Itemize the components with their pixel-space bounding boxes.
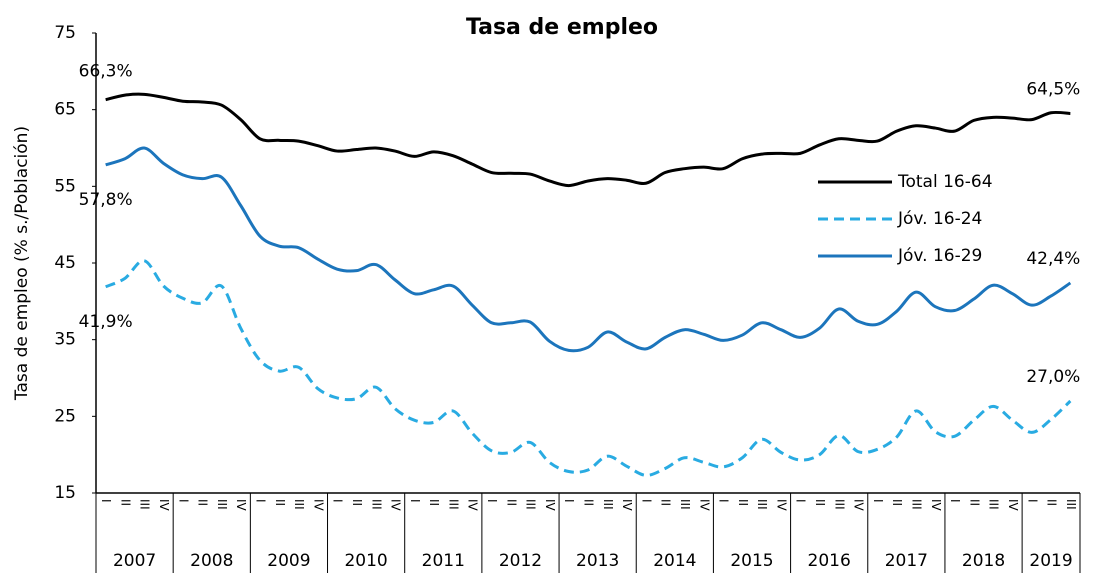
x-tick-label: III [678, 499, 692, 510]
x-tick-label: II [273, 499, 287, 506]
year-label: 2007 [113, 551, 156, 571]
x-tick-label: II [1045, 499, 1059, 506]
x-tick-label: III [1064, 499, 1078, 510]
x-tick-label: III [292, 499, 306, 510]
x-tick-label: I [99, 499, 113, 503]
year-label: 2010 [344, 551, 387, 571]
x-tick-label: IV [1006, 499, 1020, 512]
x-tick-label: III [524, 499, 538, 510]
year-label: 2017 [885, 551, 928, 571]
x-tick-label: I [794, 499, 808, 503]
x-tick-label: II [736, 499, 750, 506]
x-tick-label: IV [466, 499, 480, 512]
x-tick-label: III [215, 499, 229, 510]
x-tick-label: I [408, 499, 422, 503]
x-tick-label: IV [697, 499, 711, 512]
x-tick-label: I [562, 499, 576, 503]
x-tick-label: I [871, 499, 885, 503]
x-tick-label: IV [929, 499, 943, 512]
x-tick-label: II [582, 499, 596, 506]
x-tick-label: IV [157, 499, 171, 512]
x-tick-label: I [948, 499, 962, 503]
x-tick-label: IV [389, 499, 403, 512]
legend-label: Jóv. 16-29 [897, 246, 982, 266]
x-tick-label: III [369, 499, 383, 510]
year-label: 2012 [499, 551, 542, 571]
x-tick-label: I [639, 499, 653, 503]
data-label: 42,4% [1026, 249, 1080, 269]
x-tick-label: I [717, 499, 731, 503]
x-tick-label: II [350, 499, 364, 506]
y-tick-label: 75 [54, 23, 76, 43]
legend-label: Total 16-64 [897, 172, 993, 192]
year-label: 2011 [422, 551, 465, 571]
x-tick-label: I [1025, 499, 1039, 503]
y-tick-label: 25 [54, 406, 76, 426]
data-label: 66,3% [79, 62, 133, 82]
chart-title: Tasa de empleo [466, 15, 658, 40]
x-tick-label: IV [620, 499, 634, 512]
y-tick-label: 15 [54, 483, 76, 503]
x-tick-label: II [118, 499, 132, 506]
x-tick-label: I [176, 499, 190, 503]
y-axis-label: Tasa de empleo (% s./Población) [12, 126, 32, 401]
data-label: 64,5% [1026, 80, 1080, 100]
x-tick-label: III [755, 499, 769, 510]
x-tick-label: I [485, 499, 499, 503]
x-tick-label: III [446, 499, 460, 510]
year-label: 2019 [1029, 551, 1072, 571]
year-label: 2013 [576, 551, 619, 571]
x-tick-label: II [813, 499, 827, 506]
x-tick-label: III [832, 499, 846, 510]
data-label: 57,8% [79, 190, 133, 210]
x-tick-label: II [504, 499, 518, 506]
x-tick-label: II [890, 499, 904, 506]
x-tick-label: IV [774, 499, 788, 512]
y-tick-label: 65 [54, 100, 76, 120]
series-line [105, 146, 1072, 353]
year-label: 2016 [808, 551, 851, 571]
x-tick-label: III [138, 499, 152, 510]
x-tick-label: IV [852, 499, 866, 512]
x-tick-label: IV [543, 499, 557, 512]
y-tick-label: 35 [54, 330, 76, 350]
year-label: 2008 [190, 551, 233, 571]
x-tick-label: II [196, 499, 210, 506]
data-label: 41,9% [79, 312, 133, 332]
x-tick-label: IV [234, 499, 248, 512]
x-tick-label: II [659, 499, 673, 506]
legend-label: Jóv. 16-24 [897, 209, 982, 229]
x-tick-label: III [601, 499, 615, 510]
series-line [105, 92, 1071, 188]
y-tick-label: 45 [54, 253, 76, 273]
x-tick-label: II [967, 499, 981, 506]
year-label: 2009 [267, 551, 310, 571]
x-tick-label: III [987, 499, 1001, 510]
y-tick-label: 55 [54, 176, 76, 196]
year-label: 2015 [730, 551, 773, 571]
year-label: 2018 [962, 551, 1005, 571]
series-line [105, 259, 1072, 477]
data-label: 27,0% [1026, 367, 1080, 387]
x-tick-label: I [254, 499, 268, 503]
x-tick-label: II [427, 499, 441, 506]
x-tick-label: IV [311, 499, 325, 512]
x-tick-label: I [331, 499, 345, 503]
x-tick-label: III [910, 499, 924, 510]
year-label: 2014 [653, 551, 696, 571]
